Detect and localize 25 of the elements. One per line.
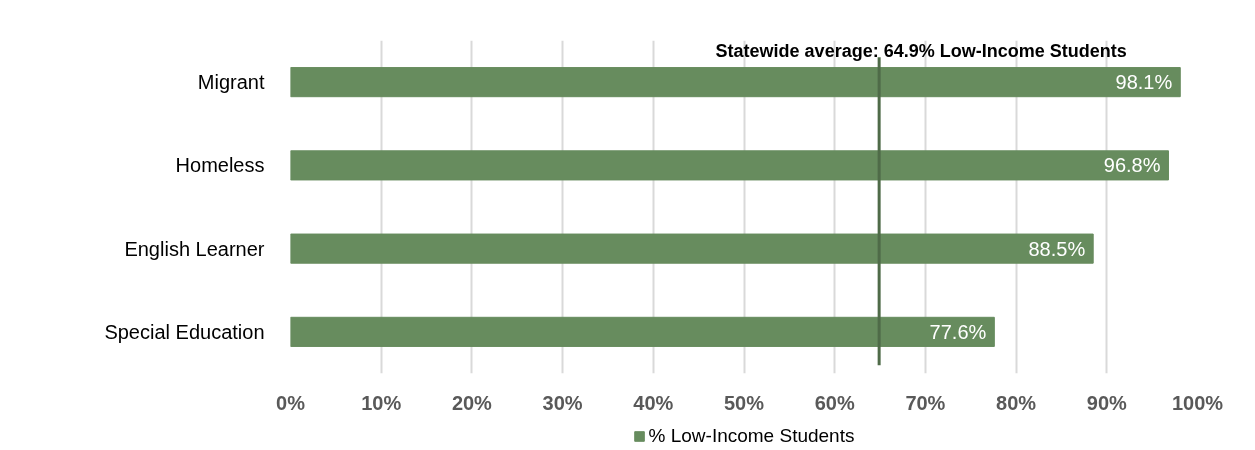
x-tick-label: 60% — [814, 391, 855, 414]
x-tick-label: 30% — [542, 391, 583, 414]
x-tick-label: 10% — [361, 391, 402, 414]
y-tick-label: Homeless — [175, 154, 265, 177]
data-label: 96.8% — [1103, 154, 1161, 177]
bar — [290, 316, 995, 347]
x-tick-label: 90% — [1086, 391, 1128, 414]
x-tick-label: 0% — [276, 391, 306, 414]
data-label: 77.6% — [929, 320, 987, 343]
y-tick-label: English Learner — [124, 237, 265, 260]
x-tick-label: 100% — [1171, 391, 1224, 414]
bar — [290, 233, 1094, 264]
x-tick-label: 80% — [996, 391, 1037, 414]
y-tick-label: Migrant — [197, 71, 265, 94]
data-label: 98.1% — [1115, 71, 1173, 94]
bar — [290, 150, 1169, 181]
x-tick-label: 50% — [723, 391, 765, 414]
ref-line-label: Statewide average: 64.9% Low-Income Students — [715, 40, 1127, 61]
x-tick-label: 20% — [451, 391, 493, 414]
data-label: 88.5% — [1028, 237, 1086, 260]
x-tick-label: 40% — [633, 391, 674, 414]
x-tick-label: 70% — [905, 391, 946, 414]
bar — [290, 67, 1181, 98]
legend-label: % Low-Income Students — [648, 425, 855, 447]
y-tick-label: Special Education — [104, 320, 265, 343]
